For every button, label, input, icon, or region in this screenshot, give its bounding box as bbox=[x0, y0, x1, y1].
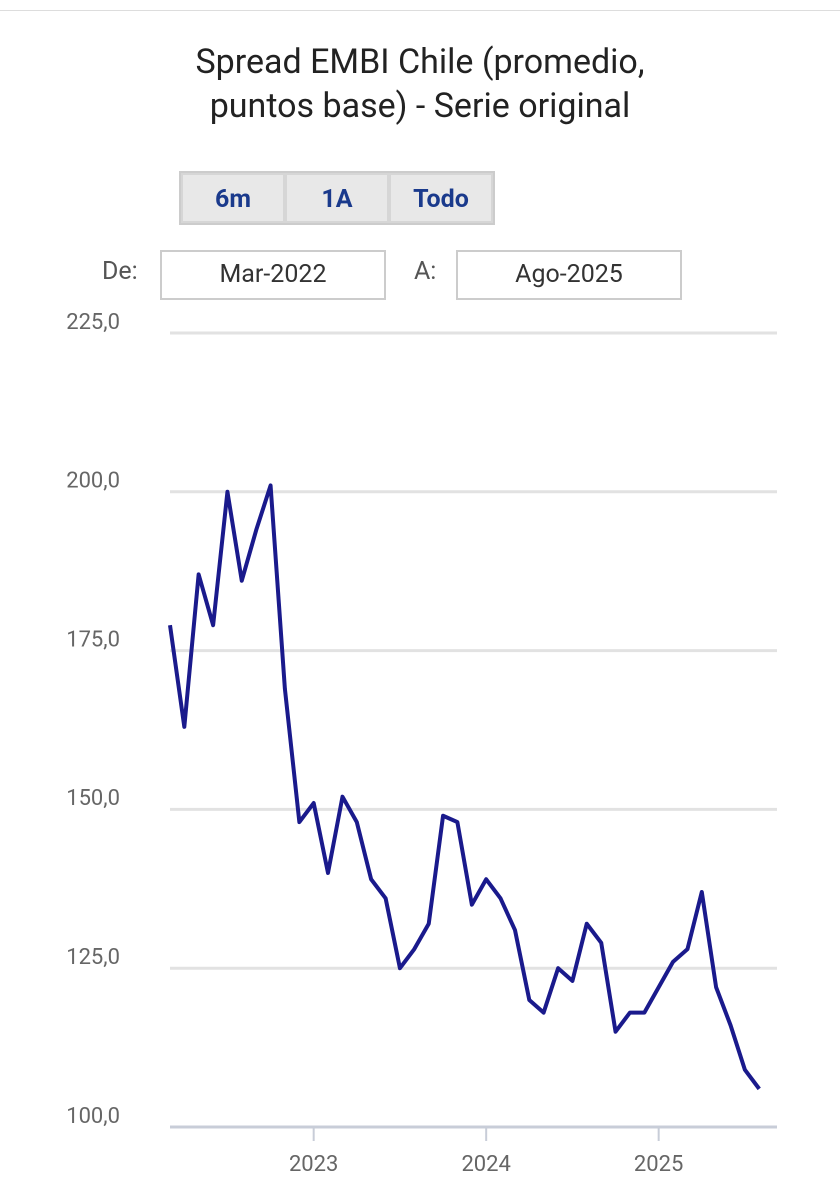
from-label: De: bbox=[102, 257, 138, 286]
chart-title: Spread EMBI Chile (promedio, puntos base… bbox=[195, 42, 645, 126]
x-tick-label: 2025 bbox=[634, 1152, 683, 1177]
range-buttons: 6m 1A Todo bbox=[179, 171, 495, 225]
range-button[interactable]: 1A bbox=[285, 173, 389, 223]
data-line bbox=[168, 483, 761, 1091]
y-tick-label: 125,0 bbox=[66, 945, 120, 970]
x-tick-label: 2023 bbox=[289, 1152, 338, 1177]
to-input[interactable]: Ago-2025 bbox=[456, 250, 682, 300]
range-button[interactable]: Todo bbox=[389, 173, 493, 223]
to-label: A: bbox=[414, 257, 437, 286]
x-tick-label: 2024 bbox=[461, 1152, 510, 1177]
range-button[interactable]: 6m bbox=[181, 173, 285, 223]
y-tick-label: 200,0 bbox=[66, 469, 120, 494]
y-tick-label: 100,0 bbox=[66, 1104, 120, 1129]
chart: 100,0 125,0 150,0 175,0 200,0 225,0 2023 2024 20… bbox=[66, 310, 777, 1177]
divider bbox=[0, 10, 840, 11]
y-tick-label: 175,0 bbox=[66, 627, 120, 652]
y-tick-label: 225,0 bbox=[66, 310, 120, 335]
y-tick-label: 150,0 bbox=[66, 786, 120, 811]
from-input[interactable]: Mar-2022 bbox=[160, 250, 386, 300]
